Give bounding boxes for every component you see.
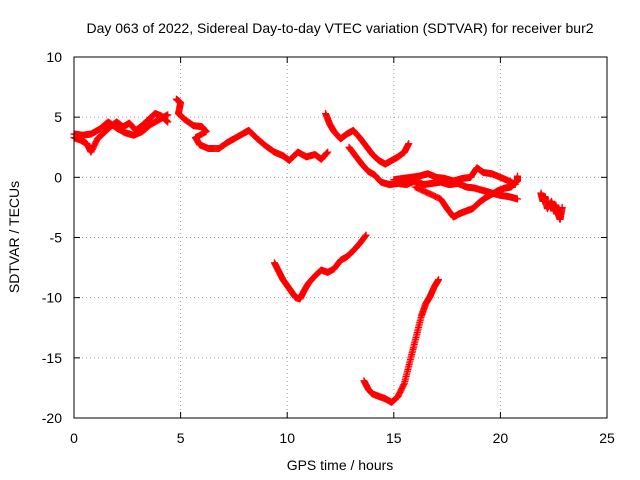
data-point-marker [361, 233, 369, 241]
data-points [70, 95, 566, 406]
series-arc-afternoon-b [390, 164, 519, 189]
x-tick-labels: 0 5 10 15 20 25 [70, 430, 615, 446]
data-point-marker [362, 231, 370, 239]
data-point-marker [322, 150, 330, 158]
data-point-marker [400, 380, 408, 388]
x-tick-label: 5 [177, 430, 185, 446]
series-arc-evening [411, 172, 521, 221]
series-arc-low-1 [270, 231, 370, 303]
y-tick-label: -5 [50, 230, 63, 246]
axis-ticks [73, 56, 608, 419]
y-tick-label: -20 [42, 410, 62, 426]
data-point-marker [164, 118, 172, 126]
x-axis-label: GPS time / hours [287, 457, 394, 473]
data-point-marker [513, 195, 521, 203]
x-tick-label: 25 [599, 430, 615, 446]
series-arc-late [537, 189, 566, 223]
chart-title: Day 063 of 2022, Sidereal Day-to-day VTE… [86, 20, 593, 36]
data-point-marker [164, 111, 172, 119]
y-tick-labels: -20 -15 -10 -5 0 5 10 [42, 49, 62, 426]
data-point-marker [435, 276, 443, 284]
x-tick-label: 15 [386, 430, 402, 446]
data-point-marker [163, 117, 171, 125]
data-point-marker [324, 148, 332, 156]
y-axis-label: SDTVAR / TECUs [6, 181, 22, 293]
y-tick-label: 10 [46, 49, 62, 65]
data-point-marker [513, 172, 521, 180]
data-point-marker [405, 140, 413, 148]
series-arc-low-2 [360, 276, 443, 406]
y-tick-label: 0 [54, 169, 62, 185]
data-point-marker [323, 149, 331, 157]
series-arc-morning [172, 95, 332, 164]
y-tick-label: -15 [42, 350, 62, 366]
x-tick-label: 10 [279, 430, 295, 446]
data-point-marker [558, 203, 566, 211]
x-tick-label: 0 [70, 430, 78, 446]
series-arc-midday [322, 110, 413, 168]
y-tick-label: 5 [54, 109, 62, 125]
y-tick-label: -10 [42, 290, 62, 306]
data-point-marker [361, 232, 369, 240]
x-tick-label: 20 [493, 430, 509, 446]
